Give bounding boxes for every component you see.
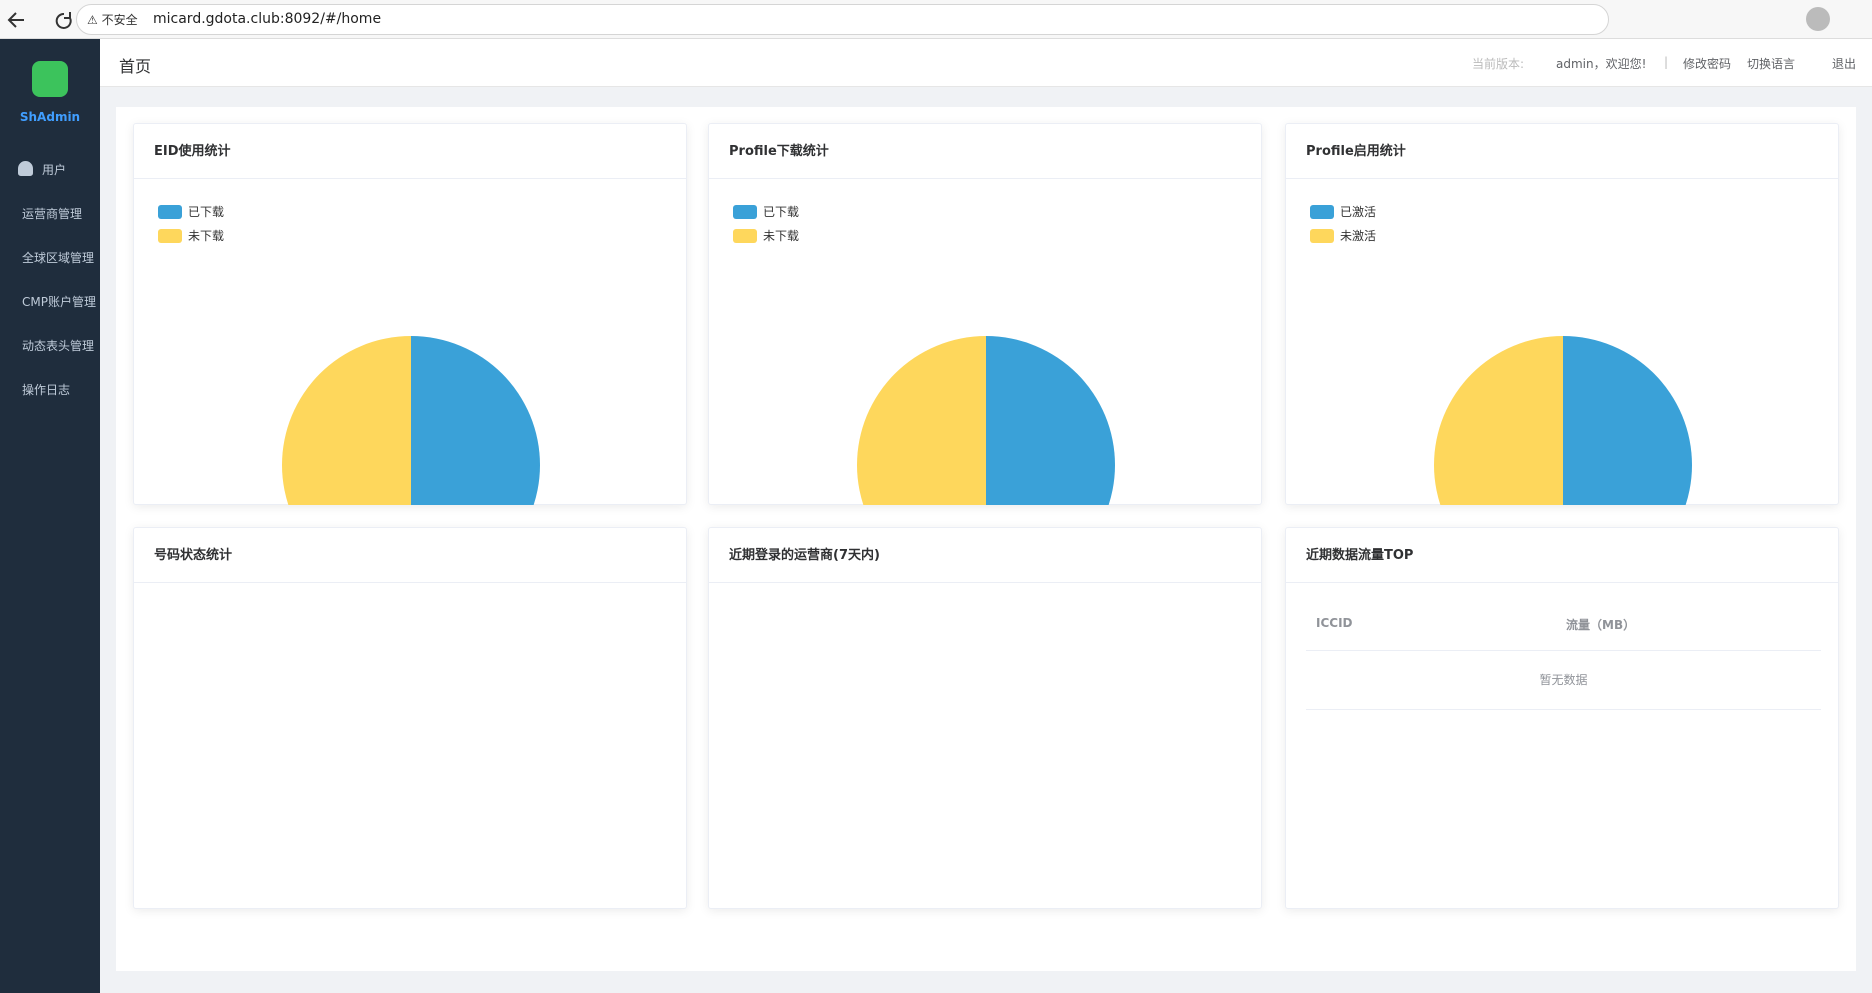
table-header: 流量（MB） bbox=[1566, 618, 1636, 632]
menu-item[interactable]: 用户 bbox=[42, 163, 67, 177]
legend-label: 未激活 bbox=[1340, 229, 1376, 243]
action[interactable]: 修改密码 bbox=[1683, 57, 1732, 71]
welcome: admin，欢迎您! bbox=[1556, 57, 1647, 71]
pie-slice bbox=[411, 336, 540, 505]
user-icon bbox=[18, 161, 33, 176]
url-text: micard.gdota.club:8092/#/home bbox=[153, 11, 382, 27]
legend-label: 未下载 bbox=[763, 229, 799, 243]
pie-slice bbox=[857, 336, 986, 505]
avatar[interactable] bbox=[1806, 7, 1830, 31]
action[interactable]: 退出 bbox=[1832, 57, 1857, 71]
divider: | bbox=[1664, 55, 1669, 69]
panel-title: Profile下载统计 bbox=[709, 124, 1261, 179]
menu-item[interactable]: 操作日志 bbox=[22, 383, 71, 397]
pie-slice bbox=[1434, 336, 1563, 505]
legend-label: 已下载 bbox=[188, 205, 224, 219]
sidebar: ShAdmin 用户运营商管理全球区域管理 CMP账户管理 动态表头管理 操作日志 bbox=[0, 39, 100, 993]
panel-title: 号码状态统计 bbox=[134, 528, 686, 583]
legend-swatch bbox=[158, 229, 182, 243]
table-line bbox=[1306, 709, 1821, 710]
browser-bar: ⚠ 不安全 micard.gdota.club:8092/#/home bbox=[0, 0, 1872, 39]
panel-title: Profile启用统计 bbox=[1286, 124, 1838, 179]
legend-label: 已下载 bbox=[763, 205, 799, 219]
page-title: 首页 bbox=[119, 57, 152, 76]
pie-slice bbox=[282, 336, 411, 505]
table-header: ICCID bbox=[1316, 616, 1353, 630]
legend-label: 未下载 bbox=[188, 229, 224, 243]
panel-title: 近期数据流量TOP bbox=[1286, 528, 1838, 583]
legend-swatch bbox=[158, 205, 182, 219]
panel: Profile启用统计已激活未激活 bbox=[1285, 123, 1839, 505]
version-label: 当前版本: bbox=[1472, 57, 1525, 71]
panel: 号码状态统计 bbox=[133, 527, 687, 909]
menu-item[interactable]: 运营商管理 bbox=[22, 207, 83, 221]
panel-title: EID使用统计 bbox=[134, 124, 686, 179]
content: EID使用统计 已下载 未下载 Profile下载统计 已下载 未下载 Profile启用统… bbox=[116, 107, 1856, 971]
legend-swatch bbox=[1310, 205, 1334, 219]
action[interactable]: 切换语言 bbox=[1747, 57, 1796, 71]
security-label: ⚠ 不安全 bbox=[87, 13, 138, 27]
address-bar[interactable]: ⚠ 不安全 micard.gdota.club:8092/#/home bbox=[76, 4, 1609, 35]
panel-title: 近期登录的运营商(7天内) bbox=[709, 528, 1261, 583]
legend-swatch bbox=[1310, 229, 1334, 243]
menu-item[interactable]: 动态表头管理 bbox=[22, 339, 95, 353]
security-text: 不安全 bbox=[101, 13, 138, 27]
logo bbox=[32, 61, 68, 97]
pie-slice bbox=[1563, 336, 1692, 505]
pie-slice bbox=[986, 336, 1115, 505]
empty-text: 暂无数据 bbox=[1539, 673, 1588, 687]
nav-buttons[interactable] bbox=[6, 8, 86, 32]
brand: ShAdmin bbox=[19, 110, 81, 124]
table-line bbox=[1306, 650, 1821, 651]
panel: 近期数据流量TOP ICCID 流量（MB） 暂无数据 bbox=[1285, 527, 1839, 909]
panel: Profile下载统计已下载未下载 bbox=[708, 123, 1262, 505]
menu-item[interactable]: 全球区域管理 bbox=[22, 251, 95, 265]
menu-item[interactable]: CMP账户管理 bbox=[22, 295, 96, 309]
panel: 近期登录的运营商(7天内) bbox=[708, 527, 1262, 909]
legend-label: 已激活 bbox=[1340, 205, 1376, 219]
panel: EID使用统计已下载未下载 bbox=[133, 123, 687, 505]
top-bar: 首页 当前版本: admin，欢迎您! | 修改密码 切换语言 退出 bbox=[100, 39, 1872, 87]
legend-swatch bbox=[733, 229, 757, 243]
legend-swatch bbox=[733, 205, 757, 219]
